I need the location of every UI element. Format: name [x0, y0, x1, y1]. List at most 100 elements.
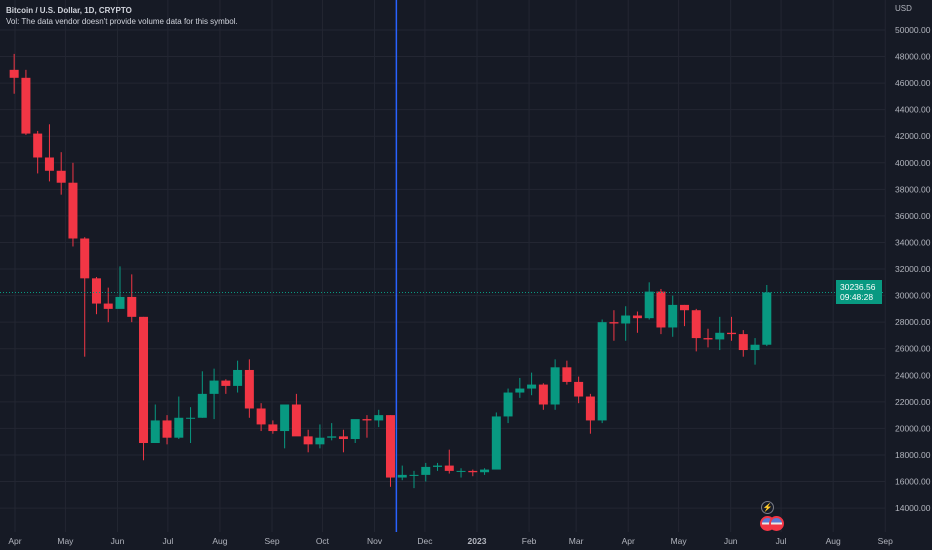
candle [350, 419, 360, 444]
candle-body [456, 470, 466, 472]
candle-body [632, 315, 642, 319]
candle [33, 130, 43, 174]
x-tick-label: Apr [8, 536, 21, 546]
candle [668, 295, 678, 337]
candle-body [738, 334, 748, 351]
candle-body [303, 436, 313, 445]
y-tick-label: 48000.00 [895, 52, 931, 62]
candle-body [668, 304, 678, 328]
candle-body [679, 304, 689, 311]
y-tick-label: 32000.00 [895, 264, 931, 274]
candle-body [233, 369, 243, 386]
candle-body [127, 296, 137, 317]
candle [139, 316, 149, 461]
candle [362, 415, 372, 438]
candle [327, 423, 337, 441]
y-tick-label: 44000.00 [895, 105, 931, 115]
candle [91, 277, 101, 315]
candle [621, 306, 631, 341]
candle-body [186, 417, 196, 419]
candle [21, 69, 31, 135]
candle [527, 372, 537, 396]
x-tick-label: Sep [878, 536, 893, 546]
y-tick-label: 34000.00 [895, 237, 931, 247]
us-flag-event-icon[interactable] [769, 516, 784, 531]
candle [315, 424, 325, 449]
candle [397, 465, 407, 481]
candle [409, 470, 419, 489]
x-tick-label: Apr [622, 536, 635, 546]
candle [44, 124, 54, 182]
candle-body [715, 332, 725, 340]
candle-body [727, 332, 737, 335]
y-tick-label: 14000.00 [895, 503, 931, 513]
candle-body [115, 296, 125, 309]
y-tick-label: 30000.00 [895, 291, 931, 301]
candle [562, 360, 572, 385]
x-tick-label: Jul [776, 536, 787, 546]
candle-body [56, 170, 66, 183]
candle-body [762, 292, 772, 345]
candle-body [503, 392, 513, 417]
candle-body [550, 367, 560, 405]
candle [456, 468, 466, 478]
candle [56, 152, 66, 195]
candle-body [162, 420, 172, 438]
candle-body [44, 157, 54, 171]
candle [174, 396, 184, 440]
last-price-value: 30236.56 [840, 282, 876, 293]
candle-body [315, 437, 325, 445]
candle [538, 383, 548, 410]
x-tick-label: Jun [724, 536, 738, 546]
candle-body [9, 69, 19, 78]
y-tick-label: 20000.00 [895, 423, 931, 433]
y-tick-label: 42000.00 [895, 131, 931, 141]
candle-body [256, 408, 266, 425]
y-tick-label: 38000.00 [895, 184, 931, 194]
candle-body [21, 77, 31, 134]
candle [738, 330, 748, 357]
candle [750, 338, 760, 365]
candle [515, 377, 525, 398]
candle [103, 287, 113, 323]
candle-body [444, 465, 454, 471]
lightning-icon[interactable]: ⚡ [761, 501, 774, 514]
x-tick-label: May [671, 536, 688, 546]
candle [632, 311, 642, 333]
x-tick-label: Aug [826, 536, 841, 546]
candle [256, 403, 266, 432]
candle [233, 360, 243, 393]
candle-body [103, 303, 113, 309]
candle [433, 462, 443, 471]
candle [303, 429, 313, 453]
volume-note: Vol: The data vendor doesn't provide vol… [6, 17, 238, 26]
candle-body [491, 416, 501, 470]
candle [656, 288, 666, 335]
candle [421, 462, 431, 482]
y-tick-label: 40000.00 [895, 158, 931, 168]
symbol-title: Bitcoin / U.S. Dollar, 1D, CRYPTO [6, 6, 132, 15]
y-tick-label: 22000.00 [895, 397, 931, 407]
candle [186, 407, 196, 444]
candle-body [562, 367, 572, 382]
candle [162, 415, 172, 445]
candle [68, 162, 78, 247]
candle-body [221, 380, 231, 386]
candle [585, 393, 595, 434]
y-tick-label: 36000.00 [895, 211, 931, 221]
candle [291, 393, 301, 437]
currency-label: USD [895, 4, 912, 13]
y-tick-label: 24000.00 [895, 370, 931, 380]
candle-body [68, 182, 78, 239]
candle-body [150, 420, 160, 444]
x-tick-label: Jul [162, 536, 173, 546]
candle [715, 316, 725, 351]
y-tick-label: 26000.00 [895, 344, 931, 354]
candle-body [585, 396, 595, 421]
candle [127, 274, 137, 323]
x-tick-label: 2023 [468, 536, 487, 546]
chart-legend: Bitcoin / U.S. Dollar, 1D, CRYPTO Vol: T… [6, 5, 238, 27]
candle-body [374, 415, 384, 421]
candle [762, 284, 772, 347]
